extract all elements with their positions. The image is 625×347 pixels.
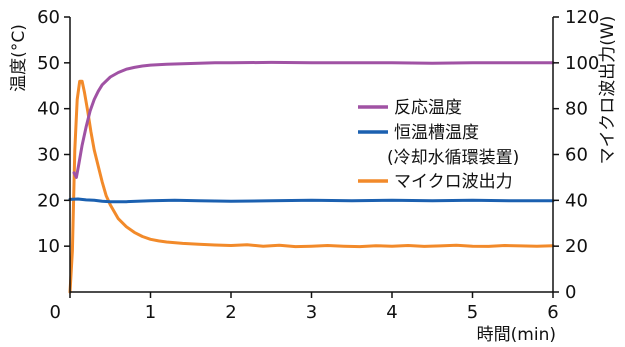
legend-label-bath-temperature-note: (冷却水循環装置)	[387, 148, 519, 168]
x-axis-title: 時間(min)	[477, 325, 556, 345]
plot-area	[68, 60, 555, 294]
legend-label-reaction-temperature: 反応温度	[394, 98, 462, 118]
y-right-tick-label: 120	[565, 7, 599, 28]
y-right-tick-label: 100	[565, 53, 599, 74]
x-tick-label: 1	[145, 302, 156, 323]
y-left-tick-label: 10	[37, 236, 60, 257]
y-right-tick-label: 80	[565, 99, 588, 120]
legend-label-bath-temperature: 恒温槽温度	[394, 123, 479, 143]
x-tick-label: 0	[50, 302, 61, 323]
y-left-axis-title: 温度(°C)	[9, 24, 29, 92]
y-left-tick-label: 60	[37, 7, 60, 28]
axis-ticks: 0 1 2 3 4 5 6 10 20 30 40 50 60 0 20 40 60 80 100 120	[37, 7, 599, 323]
y-left-tick-label: 40	[37, 99, 60, 120]
y-right-tick-label: 0	[565, 282, 576, 303]
y-right-tick-label: 40	[565, 190, 588, 211]
y-right-tick-label: 20	[565, 236, 588, 257]
y-right-axis-title: マイクロ波出力(W)	[598, 16, 618, 165]
legend: 反応温度 恒温槽温度 (冷却水循環装置) マイクロ波出力	[358, 98, 519, 192]
x-tick-label: 3	[306, 302, 317, 323]
y-left-tick-label: 50	[37, 53, 60, 74]
legend-label-microwave-power: マイクロ波出力	[394, 172, 513, 192]
reaction-temperature-line	[72, 60, 555, 179]
x-tick-label: 4	[386, 302, 397, 323]
bath-temperature-line	[68, 197, 555, 204]
y-right-tick-label: 60	[565, 145, 588, 166]
x-tick-label: 2	[225, 302, 236, 323]
x-tick-label: 6	[547, 302, 558, 323]
y-left-tick-label: 20	[37, 190, 60, 211]
y-left-tick-label: 30	[37, 145, 60, 166]
x-tick-label: 5	[467, 302, 478, 323]
